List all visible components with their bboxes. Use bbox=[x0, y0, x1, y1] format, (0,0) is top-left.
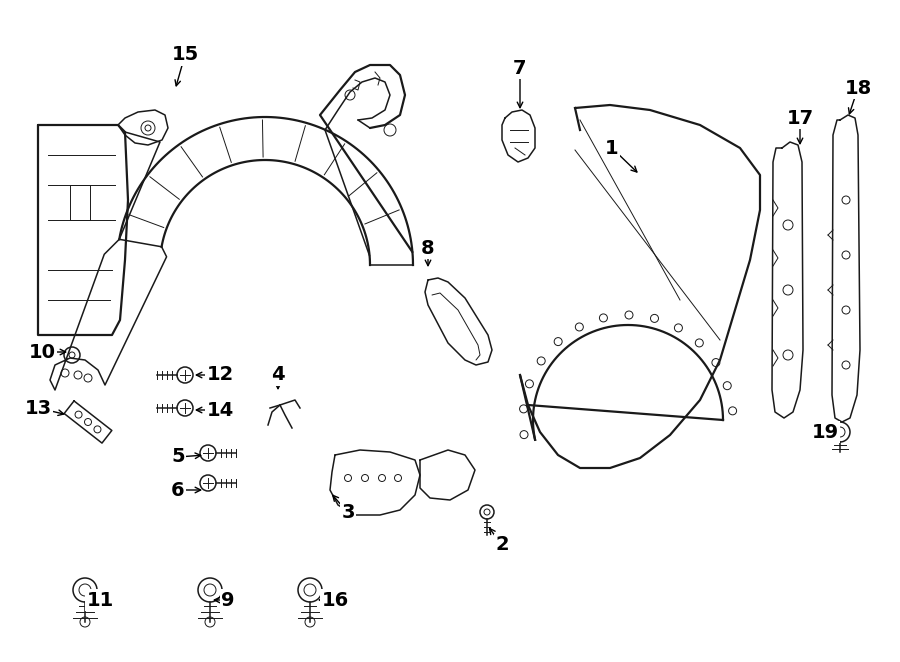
Text: 13: 13 bbox=[24, 399, 51, 418]
Text: 5: 5 bbox=[171, 448, 184, 467]
Text: 1: 1 bbox=[605, 138, 619, 158]
Text: 11: 11 bbox=[86, 591, 113, 610]
Text: 7: 7 bbox=[513, 58, 526, 77]
Text: 19: 19 bbox=[812, 422, 839, 442]
Text: 4: 4 bbox=[271, 365, 284, 385]
Text: 10: 10 bbox=[29, 342, 56, 361]
Text: 18: 18 bbox=[844, 79, 871, 97]
Text: 6: 6 bbox=[171, 481, 184, 500]
Text: 14: 14 bbox=[206, 401, 234, 420]
Text: 2: 2 bbox=[495, 536, 508, 555]
Text: 8: 8 bbox=[421, 238, 435, 258]
Text: 3: 3 bbox=[341, 504, 355, 522]
Text: 16: 16 bbox=[321, 591, 348, 610]
Text: 15: 15 bbox=[171, 46, 199, 64]
Text: 17: 17 bbox=[787, 109, 814, 128]
Text: 12: 12 bbox=[206, 365, 234, 385]
Text: 9: 9 bbox=[221, 591, 235, 610]
